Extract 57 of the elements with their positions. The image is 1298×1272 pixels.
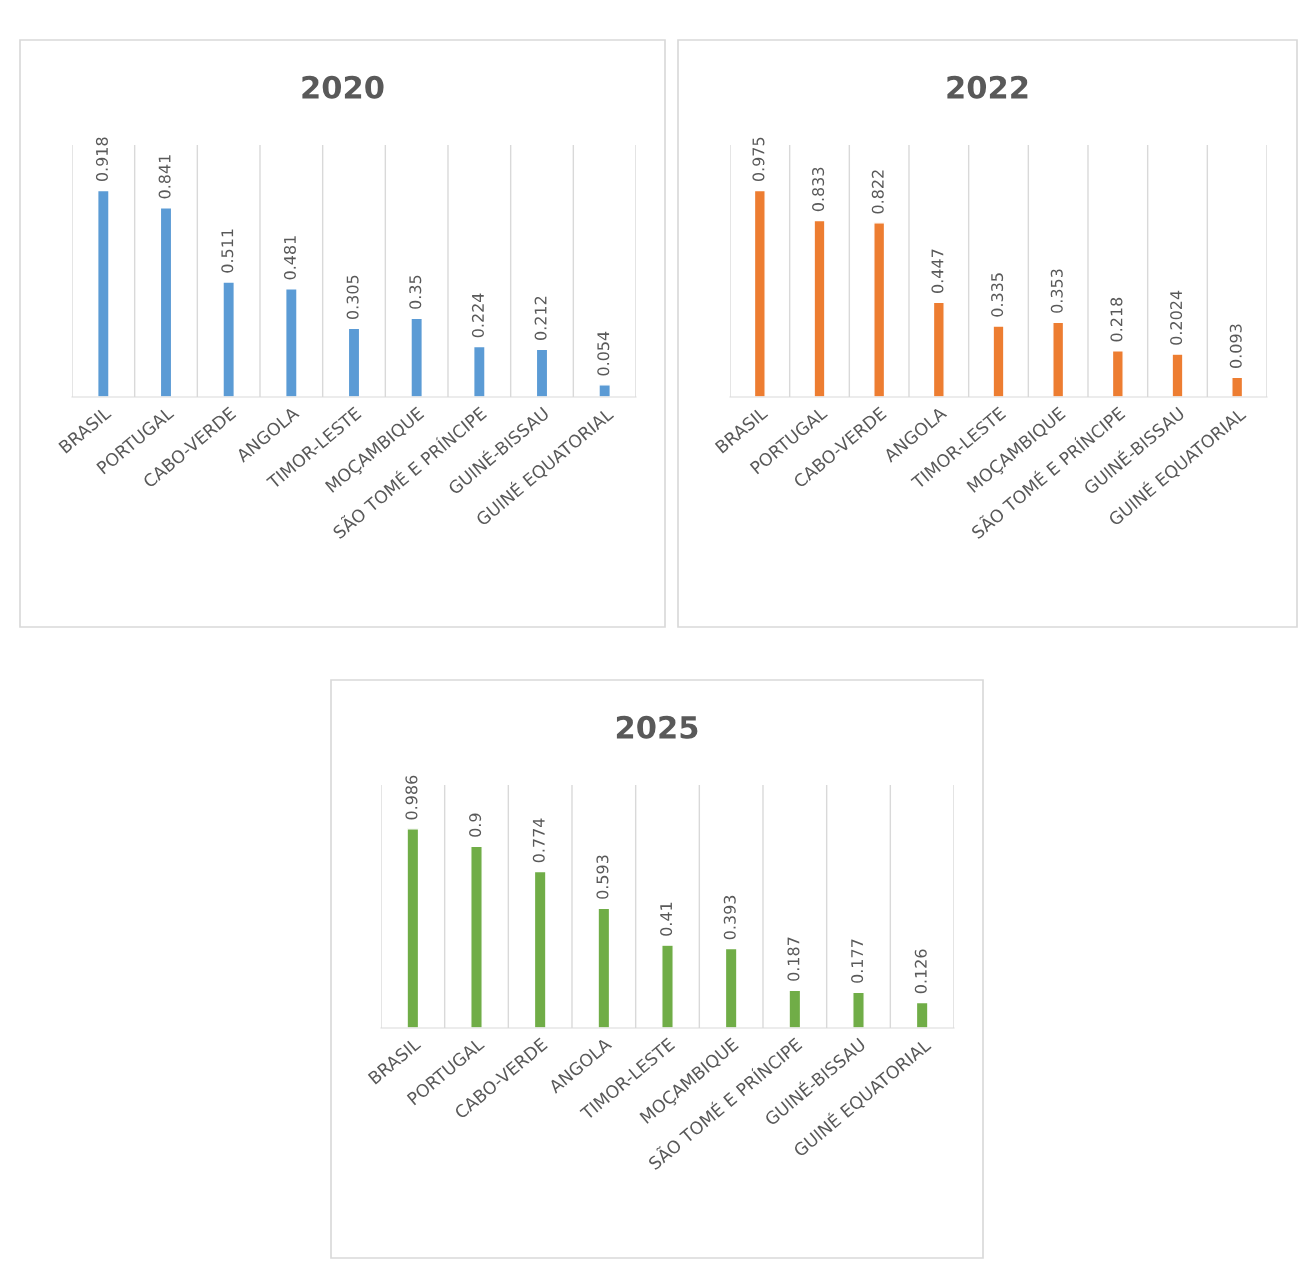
bar [222,281,236,397]
data-label: 0.218 [1110,297,1123,342]
bar [753,189,766,397]
bar [410,317,424,397]
data-label: 0.126 [914,949,927,994]
data-label: 0.774 [532,818,545,863]
bar [661,944,674,1028]
bar [873,222,886,397]
bar [472,345,486,397]
bar [533,870,547,1028]
data-label: 0.305 [346,275,359,319]
bar [284,288,298,397]
bar [813,219,826,397]
data-label: 0.447 [931,249,944,293]
bar [470,845,483,1028]
data-label: 0.841 [158,155,171,199]
data-label: 0.212 [534,296,547,340]
chart-title: 2025 [616,715,698,739]
bar [852,991,865,1028]
bar [597,907,611,1028]
data-label: 0.054 [597,331,610,376]
bar [915,1001,929,1028]
data-label: 0.918 [95,137,108,182]
data-label: 0.224 [471,293,484,338]
bar [347,327,361,397]
data-label: 0.41 [660,902,673,936]
data-label: 0.975 [752,137,765,182]
bar [932,301,945,397]
data-label: 0.481 [283,236,296,280]
data-label: 0.2024 [1170,290,1183,345]
data-label: 0.986 [405,775,418,820]
data-label: 0.511 [221,229,234,273]
bar [724,947,738,1028]
bar [1052,321,1065,397]
bar [159,207,173,397]
bar [1231,376,1244,397]
chart-title: 2022 [947,75,1028,99]
bar [992,325,1005,397]
data-label: 0.822 [871,170,884,214]
bar [598,384,612,397]
bar [406,828,420,1028]
data-label: 0.177 [851,939,864,983]
bar [1111,350,1124,397]
bar [788,989,802,1028]
data-label: 0.093 [1229,324,1242,368]
data-label: 0.593 [596,855,609,899]
chart-title: 2020 [302,75,384,99]
data-label: 0.187 [787,937,800,981]
data-label: 0.35 [409,275,422,309]
bar [535,348,549,397]
bar [1171,353,1184,397]
data-label: 0.353 [1050,269,1063,313]
data-label: 0.335 [991,273,1004,317]
data-label: 0.393 [723,895,736,940]
bar [96,189,110,397]
data-label: 0.9 [469,813,482,837]
data-label: 0.833 [812,167,825,212]
